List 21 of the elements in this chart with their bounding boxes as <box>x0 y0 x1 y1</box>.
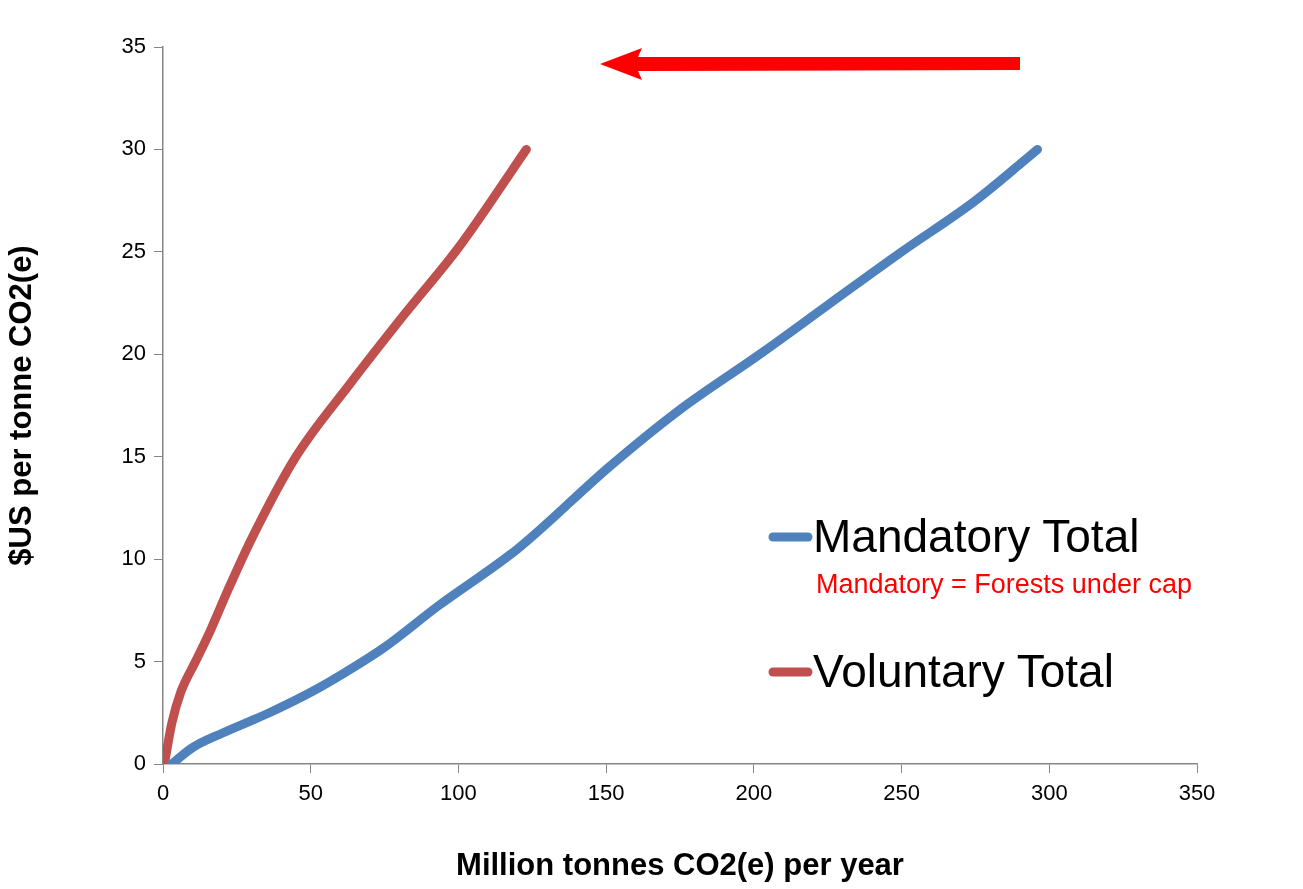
x-tick-label: 250 <box>883 780 920 806</box>
x-tick-label: 200 <box>735 780 773 806</box>
legend-label: Mandatory Total <box>813 509 1140 562</box>
y-tick-label: 5 <box>133 647 146 673</box>
y-tick-label: 15 <box>121 442 146 468</box>
x-tick-label: 350 <box>1178 780 1216 806</box>
y-tick-label: 0 <box>133 750 146 776</box>
x-tick-label: 150 <box>587 780 625 806</box>
y-tick-label: 35 <box>121 33 146 59</box>
y-tick-label: 10 <box>121 545 146 571</box>
y-tick-label: 30 <box>121 135 146 161</box>
y-tick-label: 20 <box>121 340 146 366</box>
annotation: Mandatory = Forests under cap <box>816 569 1192 600</box>
x-tick-label: 300 <box>1030 780 1068 806</box>
y-tick-label: 25 <box>121 237 146 263</box>
y-axis-title: $US per tonne CO2(e) <box>3 245 39 566</box>
x-tick-label: 50 <box>298 780 323 806</box>
legend-label: Voluntary Total <box>813 644 1114 697</box>
x-axis-title: Million tonnes CO2(e) per year <box>456 846 904 882</box>
x-tick-label: 100 <box>440 780 477 806</box>
x-tick-label: 0 <box>156 780 170 806</box>
